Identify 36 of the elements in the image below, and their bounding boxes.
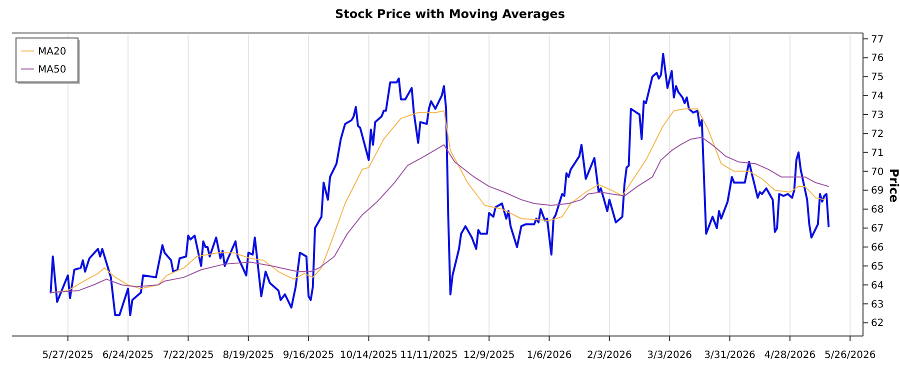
x-tick-label: 1/6/2026 [526, 350, 572, 361]
x-tick-label: 3/31/2026 [704, 350, 756, 361]
y-tick-label: 62 [871, 318, 884, 330]
x-tick-label: 10/14/2025 [340, 350, 398, 361]
y-tick-label: 73 [871, 110, 884, 122]
line-series [50, 108, 825, 293]
x-tick-label: 11/11/2025 [400, 350, 458, 361]
x-tick-label: 5/27/2025 [42, 350, 94, 361]
chart-title: Stock Price with Moving Averages [335, 7, 565, 21]
x-tick-label: 4/28/2026 [764, 350, 816, 361]
y-axis-title: Price [887, 168, 900, 203]
x-tick-label: 5/26/2026 [824, 350, 876, 361]
x-tick-label: 7/22/2025 [162, 350, 214, 361]
y-tick-label: 66 [871, 242, 884, 254]
y-tick-label: 70 [871, 166, 884, 178]
line-series [50, 136, 830, 293]
y-tick-label: 75 [871, 72, 884, 84]
x-tick-label: 3/3/2026 [647, 350, 692, 361]
x-tick-label: 9/16/2025 [282, 350, 334, 361]
y-tick-label: 64 [871, 280, 884, 292]
legend-label: MA20 [38, 46, 66, 58]
x-tick-label: 6/24/2025 [102, 350, 154, 361]
y-tick-label: 74 [871, 91, 884, 102]
x-tick-label: 12/9/2025 [463, 350, 515, 361]
y-tick-label: 71 [871, 148, 884, 159]
y-tick-label: 63 [871, 299, 884, 310]
y-tick-label: 69 [871, 186, 884, 197]
legend-label: MA50 [38, 64, 66, 76]
y-tick-label: 68 [871, 204, 884, 216]
y-tick-label: 77 [871, 34, 884, 46]
y-tick-label: 76 [871, 53, 884, 64]
y-tick-label: 65 [871, 261, 884, 272]
y-tick-label: 67 [871, 224, 884, 235]
y-tick-label: 72 [871, 128, 884, 140]
x-tick-label: 2/3/2026 [586, 350, 632, 361]
x-tick-label: 8/19/2025 [222, 350, 274, 361]
